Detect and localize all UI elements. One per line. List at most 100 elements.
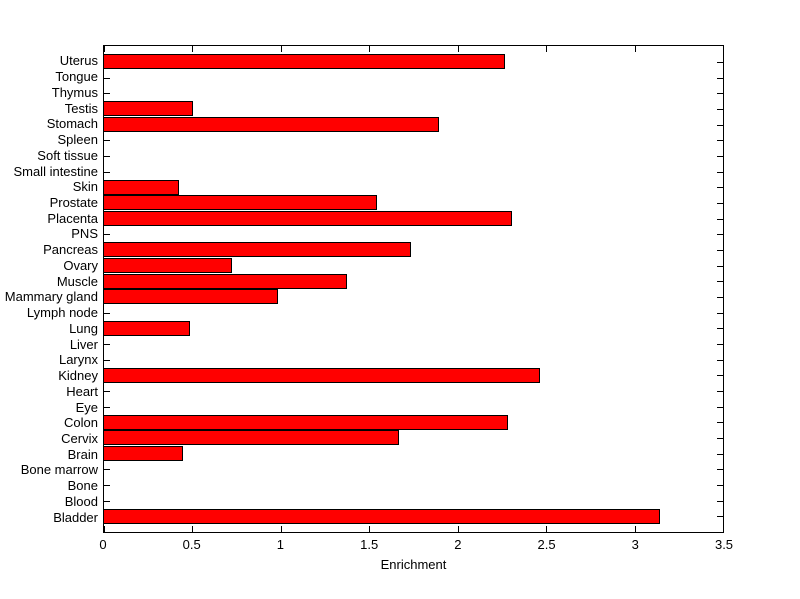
- bar-placenta: [104, 211, 512, 227]
- y-tick-right: [717, 187, 723, 189]
- y-axis-labels: Uterus Tongue Thymus Testis Stomach Spleen Sof…: [0, 45, 98, 533]
- x-tick-label-2: 2: [454, 537, 462, 552]
- y-tick-label-eye: Eye: [75, 399, 98, 415]
- y-tick-left: [104, 484, 110, 486]
- bar-colon: [104, 414, 509, 430]
- y-tick-right: [717, 218, 723, 220]
- y-tick-label-cervix: Cervix: [61, 430, 98, 446]
- bar-row-ovary: [104, 258, 723, 274]
- bar-row-pancreas: [104, 242, 723, 258]
- y-tick-right: [717, 375, 723, 377]
- x-tick-bottom: [280, 526, 282, 532]
- y-tick-right: [717, 234, 723, 236]
- x-tick-top: [723, 46, 724, 52]
- y-tick-left: [104, 77, 110, 79]
- x-tick-top: [457, 46, 459, 52]
- y-tick-left: [104, 93, 110, 95]
- y-tick-label-muscle: Muscle: [56, 273, 98, 289]
- bar-row-prostate: [104, 195, 723, 211]
- y-tick-right: [717, 312, 723, 314]
- y-tick-left: [104, 406, 110, 408]
- bar-rows: [104, 46, 723, 532]
- bar-brain: [104, 446, 183, 462]
- x-tick-bottom: [192, 526, 194, 532]
- bar-row-bone: [104, 477, 723, 493]
- y-tick-right: [717, 469, 723, 471]
- y-tick-left: [104, 234, 110, 236]
- y-tick-label-liver: Liver: [69, 336, 98, 352]
- bar-row-thymus: [104, 85, 723, 101]
- y-tick-right: [717, 108, 723, 110]
- bar-row-soft-tissue: [104, 148, 723, 164]
- y-tick-left: [104, 500, 110, 502]
- y-tick-label-bone: Bone: [67, 478, 98, 494]
- bar-row-spleen: [104, 132, 723, 148]
- y-tick-right: [717, 93, 723, 95]
- x-tick-bottom: [369, 526, 371, 532]
- y-tick-label-spleen: Spleen: [57, 132, 98, 148]
- bar-row-bladder: [104, 508, 723, 524]
- bar-row-larynx: [104, 352, 723, 368]
- y-tick-left: [104, 343, 110, 345]
- bar-row-lung: [104, 320, 723, 336]
- x-tick-label-3-5: 3.5: [714, 537, 734, 552]
- y-tick-right: [717, 265, 723, 267]
- x-tick-bottom: [457, 526, 459, 532]
- bar-row-eye: [104, 399, 723, 415]
- y-tick-right: [717, 500, 723, 502]
- y-tick-label-testis: Testis: [64, 100, 98, 116]
- y-tick-label-lung: Lung: [69, 320, 98, 336]
- bar-row-testis: [104, 101, 723, 117]
- y-tick-left: [104, 140, 110, 142]
- bar-lung: [104, 320, 190, 336]
- x-tick-bottom: [723, 526, 724, 532]
- bar-row-cervix: [104, 430, 723, 446]
- x-tick-top: [104, 46, 105, 52]
- y-tick-label-soft-tissue: Soft tissue: [37, 147, 98, 163]
- y-tick-right: [717, 281, 723, 283]
- y-tick-label-bone-marrow: Bone marrow: [20, 462, 98, 478]
- y-tick-right: [717, 359, 723, 361]
- y-tick-left: [104, 312, 110, 314]
- y-tick-right: [717, 61, 723, 63]
- y-tick-right: [717, 328, 723, 330]
- x-tick-top: [192, 46, 194, 52]
- x-tick-top: [546, 46, 548, 52]
- x-tick-label-1: 1: [276, 537, 285, 552]
- x-tick-label-0: 0: [99, 537, 107, 552]
- bar-row-blood: [104, 493, 723, 509]
- y-tick-label-brain: Brain: [67, 446, 98, 462]
- y-tick-right: [717, 124, 723, 126]
- y-tick-left: [104, 469, 110, 471]
- y-tick-left: [104, 155, 110, 157]
- bar-row-skin: [104, 179, 723, 195]
- bar-skin: [104, 179, 180, 195]
- y-tick-left: [104, 171, 110, 173]
- y-tick-label-ovary: Ovary: [63, 257, 98, 273]
- y-tick-label-placenta: Placenta: [47, 210, 98, 226]
- x-tick-labels: 0 0.5 1 1.5 2 2.5 3 3.5: [99, 537, 733, 552]
- y-tick-label-pns: PNS: [71, 226, 98, 242]
- x-tick-top: [369, 46, 371, 52]
- bar-stomach: [104, 117, 440, 133]
- bar-row-liver: [104, 336, 723, 352]
- y-tick-label-thymus: Thymus: [51, 84, 98, 100]
- y-tick-right: [717, 422, 723, 424]
- bar-pancreas: [104, 242, 411, 258]
- bar-testis: [104, 101, 194, 117]
- y-tick-right: [717, 249, 723, 251]
- plot-area: [103, 45, 724, 533]
- y-tick-right: [717, 390, 723, 392]
- x-tick-label-3: 3: [631, 537, 639, 552]
- y-tick-right: [717, 516, 723, 518]
- y-tick-label-prostate: Prostate: [49, 194, 98, 210]
- bar-cervix: [104, 430, 399, 446]
- x-tick-bottom: [546, 526, 548, 532]
- bar-row-muscle: [104, 273, 723, 289]
- y-tick-right: [717, 296, 723, 298]
- bar-row-placenta: [104, 211, 723, 227]
- bar-row-pns: [104, 226, 723, 242]
- bar-row-mammary-gland: [104, 289, 723, 305]
- x-axis-title: Enrichment: [380, 557, 447, 572]
